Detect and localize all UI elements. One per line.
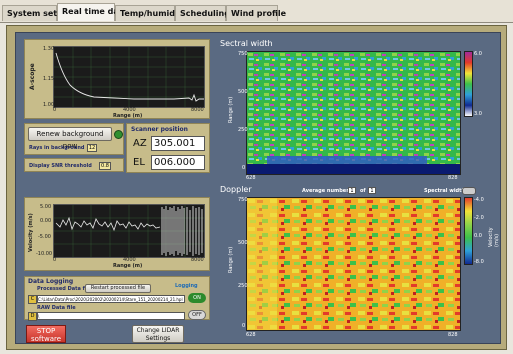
spectral-xtick: 628 (246, 175, 256, 181)
spectral-colorbar (464, 51, 473, 117)
rays-label: Rays in background (29, 145, 85, 151)
rays-input[interactable]: 12 (87, 144, 97, 152)
background-plot-panel: 1.30 1.15 1.00 A-scope 0 4000 8000 Range… (24, 39, 210, 119)
stop-software-button[interactable]: STOP software (26, 325, 66, 343)
scanner-panel: Scanner position AZ 305.001 EL 006.000 (126, 123, 210, 173)
processed-logging-toggle[interactable]: ON (188, 293, 206, 303)
tab-real-time-data[interactable]: Real time data (57, 3, 128, 21)
doppler-xtick: 828 (448, 332, 458, 338)
background-ytick: 1.00 (43, 102, 55, 108)
spectral-ytick: 250 (238, 127, 248, 133)
spectral-heatmap (246, 51, 461, 175)
average-number-input[interactable]: 1 (348, 187, 356, 194)
snr-panel: Display SNR threshold 0.8 (24, 158, 124, 172)
of-value: 1 (368, 187, 376, 194)
doppler-colorbar (464, 197, 473, 265)
velocity-xtick: 0 (53, 257, 57, 263)
main-frame: 1.30 1.15 1.00 A-scope 0 4000 8000 Range… (6, 25, 507, 350)
background-xtick: 0 (53, 107, 57, 113)
doppler-cbar-tick: -4.0 (474, 197, 484, 203)
doppler-heatmap (246, 197, 461, 331)
scanner-title: Scanner position (131, 126, 188, 133)
doppler-ylabel: Range (m) (228, 246, 234, 273)
spectral-title: Sectral width (220, 39, 273, 48)
velocity-plot-svg (54, 205, 204, 257)
spectral-ytick: 500 (238, 89, 248, 95)
velocity-ylabel: Velocity (m/s) (28, 213, 34, 252)
tab-temp-humidity[interactable]: Temp/humidity (115, 5, 187, 21)
logging-panel: Data Logging Processed Data file Restart… (24, 276, 210, 321)
doppler-heatmap-svg (247, 198, 460, 330)
spectral-cbar-tick: 3.0 (474, 111, 482, 117)
tab-scheduling[interactable]: Scheduling (175, 5, 230, 21)
velocity-xtick: 8000 (191, 257, 204, 263)
logging-title: Data Logging (28, 278, 74, 285)
doppler-ytick: 500 (238, 240, 248, 246)
raw-path-field[interactable]: \ (37, 312, 185, 320)
doppler-cbar-tick: -8.0 (474, 259, 484, 265)
velocity-plot (53, 204, 205, 258)
background-xlabel: Range (m) (113, 113, 143, 119)
logging-label: Logging (175, 283, 198, 289)
renew-indicator (114, 130, 123, 139)
tab-bar: System setup Real time data Temp/humidit… (0, 0, 513, 23)
doppler-ytick: 250 (238, 283, 248, 289)
background-xtick: 4000 (123, 107, 136, 113)
spectral-width-toggle-label: Spectral width (424, 188, 466, 194)
processed-path-field[interactable]: C:\Lidar\Data\Proc\2020\202002\20200214\… (37, 295, 185, 303)
velocity-xtick: 4000 (123, 257, 136, 263)
background-ytick: 1.30 (43, 46, 55, 52)
doppler-ytick: 750 (238, 197, 248, 203)
velocity-ytick: 0.00 (40, 218, 52, 224)
doppler-xtick: 628 (246, 332, 256, 338)
spectral-ylabel: Range (m) (228, 96, 234, 123)
background-ytick: 1.15 (43, 76, 55, 82)
processed-folder-icon[interactable]: C (28, 295, 37, 304)
raw-file-label: RAW Data file (37, 305, 76, 311)
velocity-xlabel: Range (m) (113, 263, 143, 269)
raw-folder-icon[interactable]: D (28, 312, 37, 321)
spectral-cbar-tick: 6.0 (474, 51, 482, 57)
spectral-width-toggle[interactable] (462, 187, 476, 195)
processed-file-label: Processed Data file (37, 286, 92, 292)
of-label: of (360, 188, 366, 194)
snr-input[interactable]: 0.8 (99, 162, 111, 170)
renew-panel: Renew background now Rays in background … (24, 123, 124, 155)
tab-wind-profile[interactable]: Wind profile (226, 5, 286, 21)
background-xtick: 8000 (191, 107, 204, 113)
az-value: 305.001 (151, 136, 205, 151)
spectral-ytick: 750 (238, 51, 248, 57)
velocity-plot-panel: 5.00 0.00 -5.00 -10.00 Velocity (m/s) 0 … (24, 197, 210, 271)
velocity-ytick: 5.00 (40, 204, 52, 210)
doppler-cbar-tick: 0.0 (474, 233, 482, 239)
background-plot (53, 46, 205, 108)
background-ylabel: A-scope (29, 63, 36, 90)
content-area: 1.30 1.15 1.00 A-scope 0 4000 8000 Range… (15, 32, 501, 344)
spectral-heatmap-svg (247, 52, 460, 174)
az-label: AZ (133, 138, 147, 149)
snr-label: Display SNR threshold (29, 163, 92, 169)
change-lidar-settings-button[interactable]: Change LIDAR Settings (132, 325, 184, 343)
doppler-cbar-tick: -2.0 (474, 215, 484, 221)
restart-processed-button[interactable]: Restart processed file (85, 284, 151, 293)
doppler-cbar-label: Velocity (m/s) (488, 227, 500, 247)
doppler-title: Doppler (220, 185, 252, 194)
average-number-label: Average number (302, 188, 349, 194)
spectral-xtick: 828 (448, 175, 458, 181)
spectral-ytick: 0 (242, 165, 246, 171)
el-value: 006.000 (151, 155, 205, 170)
tab-system-setup[interactable]: System setup (2, 5, 69, 21)
velocity-ytick: -10.00 (36, 251, 53, 257)
doppler-ytick: 0 (242, 323, 246, 329)
renew-background-button[interactable]: Renew background now (28, 127, 112, 150)
raw-logging-toggle[interactable]: OFF (188, 310, 206, 320)
background-plot-svg (54, 47, 204, 107)
velocity-ytick: -5.00 (38, 234, 51, 240)
el-label: EL (133, 157, 145, 168)
